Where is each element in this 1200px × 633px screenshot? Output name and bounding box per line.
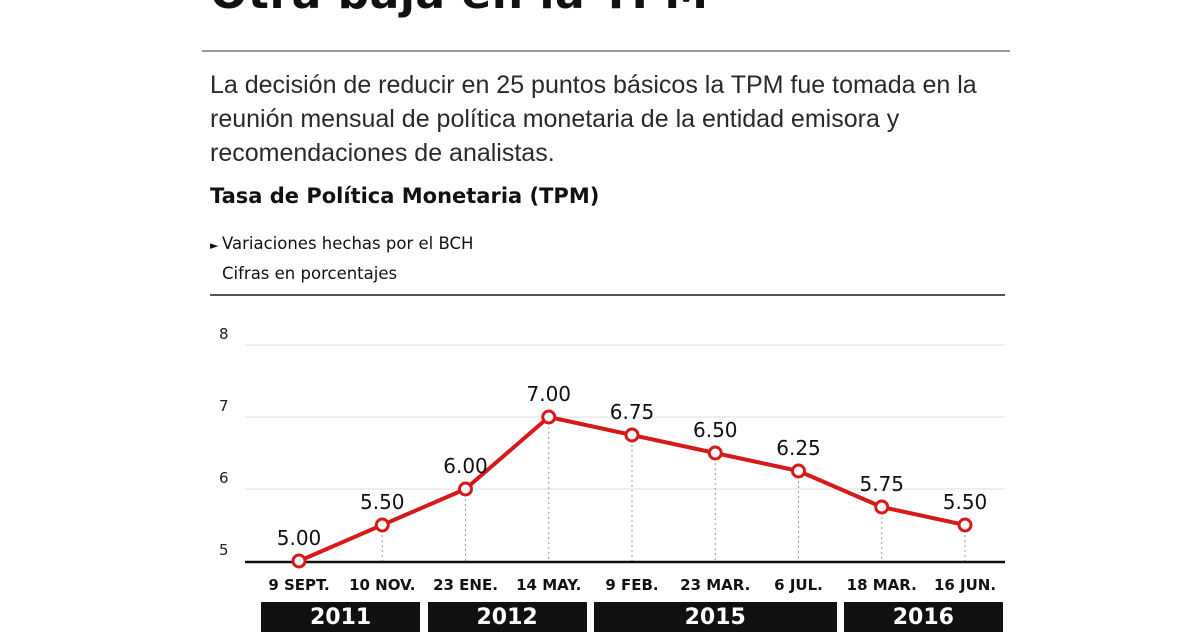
data-point (374, 517, 390, 533)
deck-text: La decisión de reducir en 25 puntos bási… (210, 71, 977, 167)
y-tick-label: 5 (219, 541, 229, 559)
x-tick-label: 18 MAR. (847, 576, 917, 594)
data-point (541, 409, 557, 425)
note-line-2: Cifras en porcentajes (222, 264, 398, 283)
data-point (707, 445, 723, 461)
data-point (791, 463, 806, 479)
x-tick-label: 16 JUN. (934, 576, 996, 594)
x-tick-label: 14 MAY. (516, 576, 581, 594)
x-tick-label: 10 NOV. (349, 576, 415, 594)
year-bar: 2016 (843, 602, 1003, 632)
y-tick-label: 8 (219, 325, 229, 343)
data-point (291, 553, 307, 569)
data-label: 5.75 (859, 472, 904, 496)
data-point (874, 499, 890, 515)
data-point (957, 517, 973, 533)
chart-note: ► Variaciones hechas por el BCH Cifras en… (210, 230, 473, 288)
x-tick-label: 23 ENE. (433, 576, 498, 594)
data-label: 6.00 (443, 454, 488, 478)
data-point (458, 481, 473, 497)
x-tick-label: 6 JUL. (774, 576, 823, 594)
x-tick-label: 9 FEB. (605, 576, 658, 594)
year-bar: 2011 (261, 602, 421, 632)
chart-divider (210, 294, 1005, 296)
year-bar: 2015 (594, 602, 837, 632)
chart-title: Tasa de Política Monetaria (TPM) (210, 184, 600, 208)
x-tick-label: 9 SEPT. (268, 576, 329, 594)
top-divider (202, 50, 1010, 52)
data-label: 6.50 (693, 418, 738, 442)
data-label: 5.50 (360, 490, 405, 514)
data-label: 5.00 (277, 526, 322, 550)
data-label: 5.50 (943, 490, 988, 514)
x-tick-label: 23 MAR. (680, 576, 750, 594)
data-label: 6.75 (610, 400, 655, 424)
note-line-1-text: Variaciones hechas por el BCH (222, 234, 474, 253)
headline: Otra baja en la TPM (210, 0, 709, 19)
data-label: 7.00 (526, 382, 571, 406)
data-point (624, 427, 640, 443)
triangle-bullet-icon: ► (210, 239, 219, 252)
year-bar: 2012 (427, 602, 587, 632)
data-label: 6.25 (776, 436, 821, 460)
y-tick-label: 6 (219, 469, 229, 487)
note-line-1: ► Variaciones hechas por el BCH (210, 230, 473, 260)
y-tick-label: 7 (219, 397, 229, 415)
